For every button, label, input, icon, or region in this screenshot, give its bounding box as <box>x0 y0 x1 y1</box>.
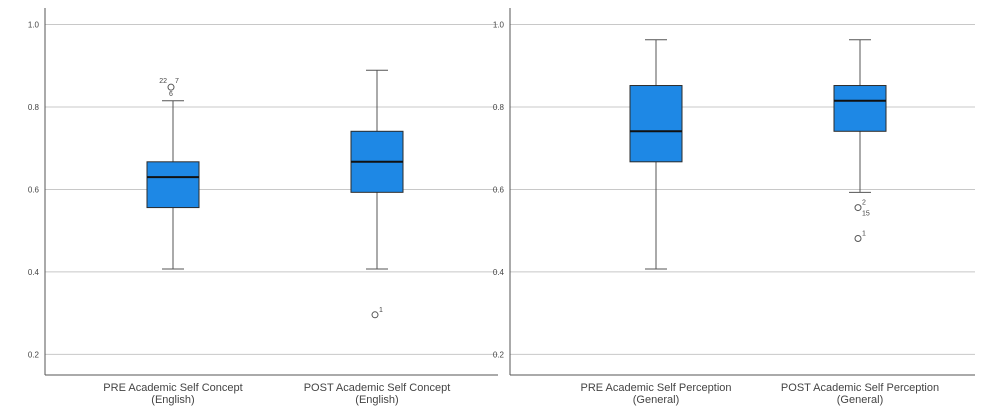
y-tick-label: 0.4 <box>493 268 505 277</box>
iqr-box <box>833 85 887 132</box>
y-tick-label: 0.8 <box>493 103 505 112</box>
outlier-point <box>167 83 175 91</box>
y-tick-label: 1.0 <box>493 20 505 29</box>
chart-panel-2: 0.2 0.4 0.6 0.8 1.0 PRE Academic Self Percept… <box>493 8 975 406</box>
outlier-point <box>854 204 862 212</box>
iqr-box <box>146 161 200 209</box>
y-tick-label: 0.8 <box>28 103 40 112</box>
outlier-label: 15 <box>862 211 870 218</box>
y-tick-label: 0.2 <box>493 350 505 359</box>
outlier-label: 1 <box>862 231 866 238</box>
y-tick-label: 0.2 <box>28 350 40 359</box>
outlier-label: 22 <box>159 78 167 85</box>
box-group: 22 76 <box>146 78 200 270</box>
outlier-point <box>371 311 379 319</box>
outlier-label: 1 <box>379 307 383 314</box>
chart-panel-1: 0.2 0.4 0.6 0.8 1.0 22 76 PRE Academic Self Con… <box>28 8 498 406</box>
x-category-label: POST Academic Self Concept <box>304 382 451 394</box>
x-category-label: PRE Academic Self Concept <box>103 382 242 394</box>
y-tick-label: 0.4 <box>28 268 40 277</box>
box-group: 2 15 1 <box>833 39 887 243</box>
x-category-label: (English) <box>355 394 398 406</box>
box-group <box>629 39 683 270</box>
box-group: 1 <box>350 69 404 319</box>
y-tick-label: 0.6 <box>28 185 40 194</box>
iqr-box <box>629 85 683 163</box>
y-tick-label: 1.0 <box>28 20 40 29</box>
outlier-point <box>854 235 862 243</box>
x-category-label: (General) <box>633 394 679 406</box>
x-category-label: (General) <box>837 394 883 406</box>
outlier-label: 2 <box>862 200 866 207</box>
outlier-label: 6 <box>169 91 173 98</box>
outlier-label: 7 <box>175 78 179 85</box>
x-category-label: POST Academic Self Perception <box>781 382 939 394</box>
x-category-label: (English) <box>151 394 194 406</box>
y-tick-label: 0.6 <box>493 185 505 194</box>
x-category-label: PRE Academic Self Perception <box>580 382 731 394</box>
